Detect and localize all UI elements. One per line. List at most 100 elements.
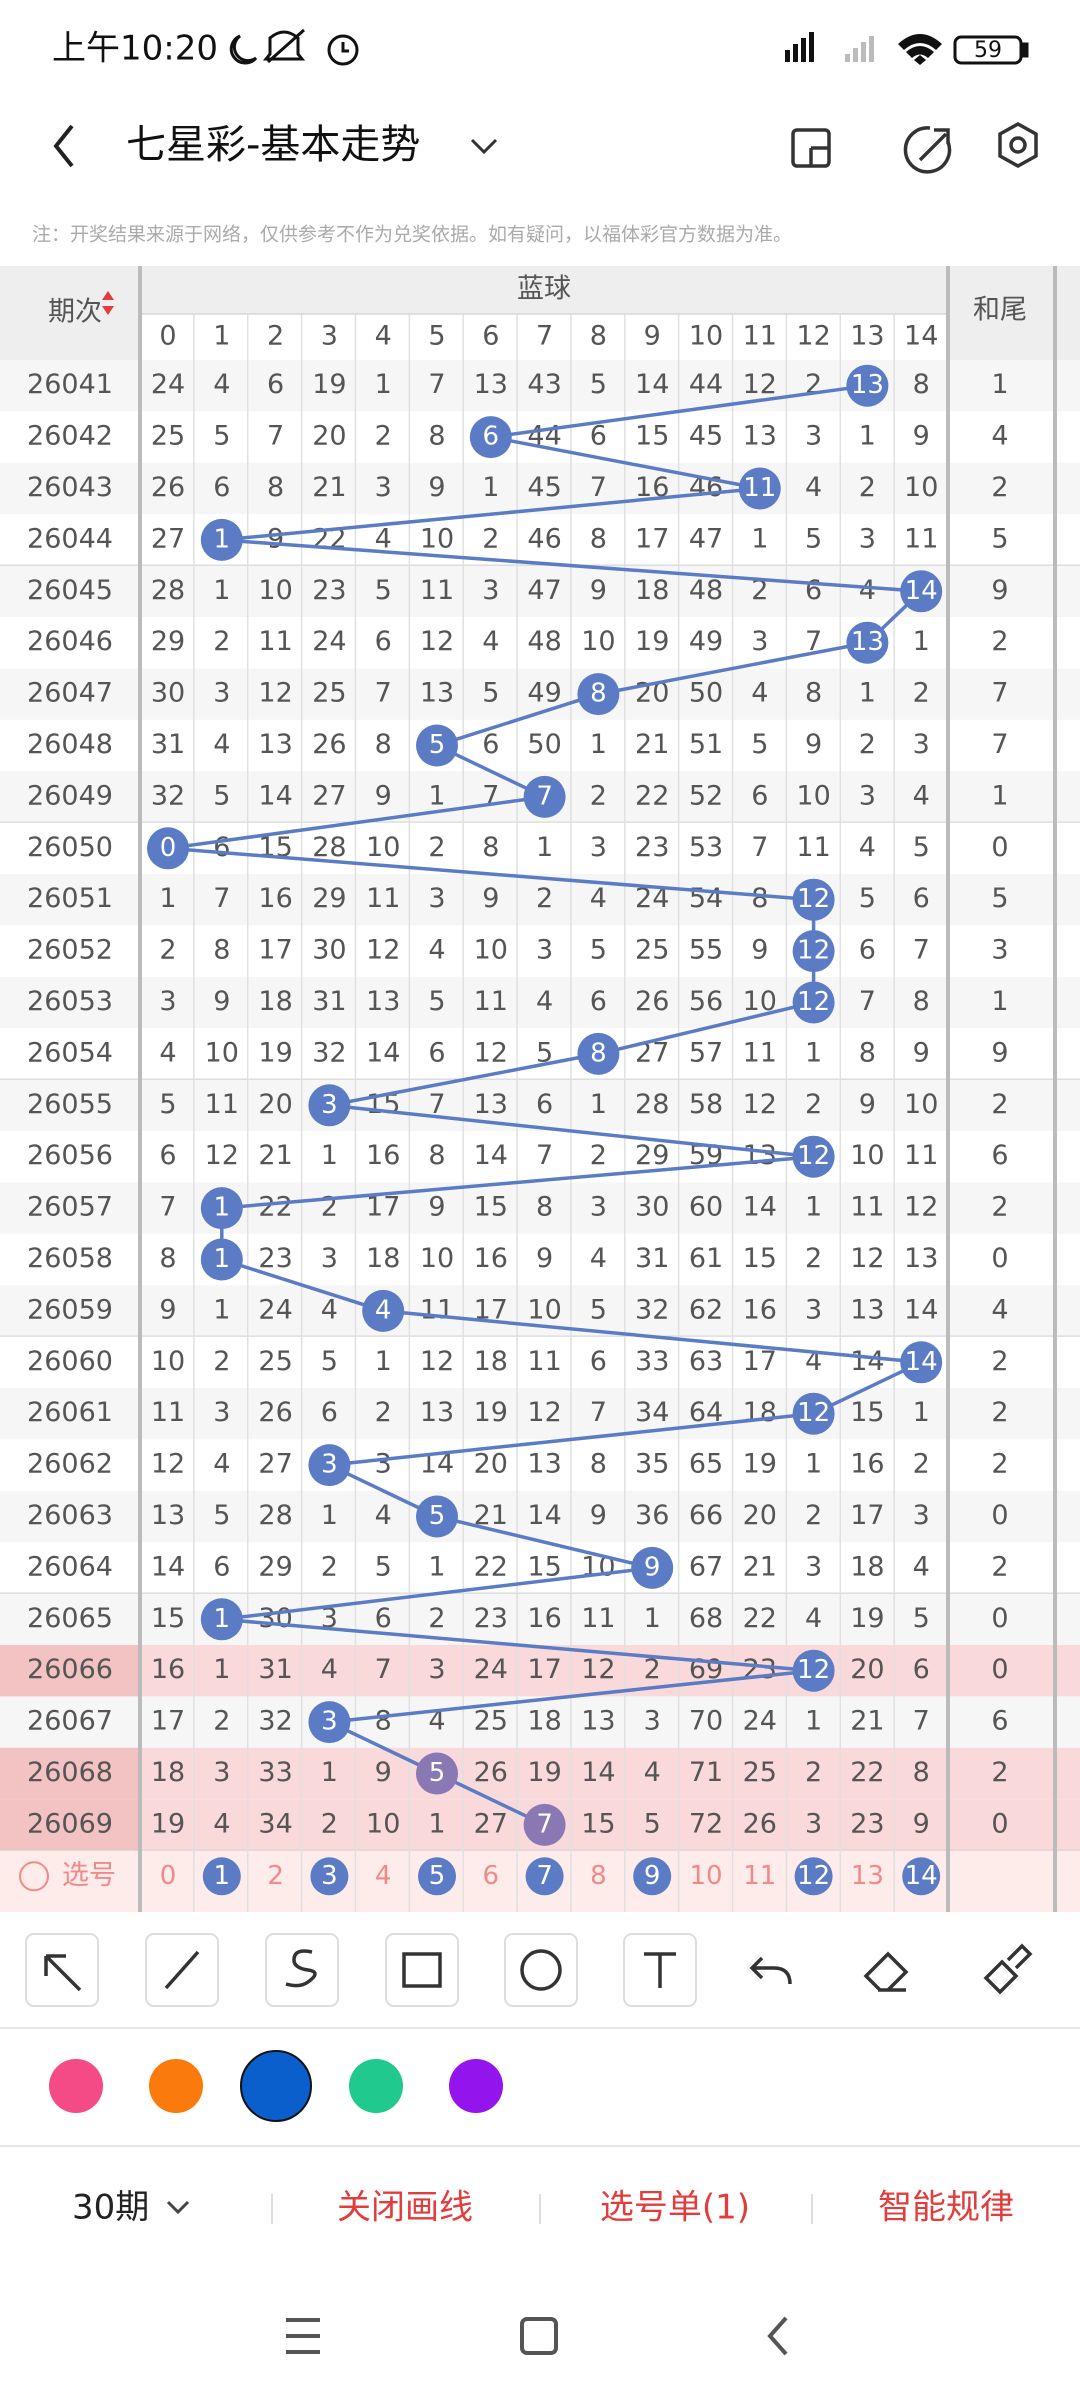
cell: 18: [635, 575, 669, 606]
select-number[interactable]: 12: [797, 1861, 830, 1891]
tail: 2: [991, 1397, 1008, 1428]
tail: 0: [991, 832, 1008, 863]
period: 26056: [27, 1140, 113, 1171]
color-swatch[interactable]: [149, 2059, 203, 2113]
hit-ball: [469, 416, 512, 459]
selected-ball: [633, 1857, 672, 1896]
select-number[interactable]: 10: [689, 1861, 722, 1891]
select-number[interactable]: 13: [851, 1861, 884, 1891]
line-tool[interactable]: [145, 1933, 219, 2007]
back-button[interactable]: [53, 124, 74, 168]
settings-button[interactable]: [998, 121, 1038, 169]
cell: 24: [743, 1706, 777, 1737]
cell: 47: [527, 575, 561, 606]
curve-tool[interactable]: [265, 1933, 339, 2007]
period-dropdown[interactable]: [166, 2200, 190, 2215]
cell: 14: [527, 1500, 561, 1531]
cell: 7: [267, 421, 284, 452]
color-swatch[interactable]: [449, 2059, 503, 2113]
select-number[interactable]: 9: [644, 1861, 661, 1891]
circle-tool[interactable]: [504, 1933, 578, 2007]
select-number[interactable]: 3: [321, 1861, 338, 1891]
cell: 18: [258, 986, 292, 1017]
cell: 10: [366, 1808, 400, 1839]
hit-ball: [200, 1238, 243, 1281]
nav-menu[interactable]: [286, 2318, 320, 2354]
cell: 1: [428, 1551, 445, 1582]
cell: 23: [474, 1603, 508, 1634]
color-swatch[interactable]: [240, 2050, 312, 2122]
cell: 30: [635, 1192, 669, 1223]
selected-ball: [525, 1857, 564, 1896]
select-number[interactable]: 6: [483, 1861, 500, 1891]
cell: 4: [805, 472, 822, 503]
select-number[interactable]: 11: [743, 1861, 776, 1891]
color-swatch[interactable]: [349, 2059, 403, 2113]
period: 26041: [27, 369, 113, 400]
arrow-tool[interactable]: [25, 1933, 99, 2007]
select-number[interactable]: 14: [905, 1861, 938, 1891]
hit-ball: [792, 1392, 835, 1435]
column-header: 4: [375, 321, 392, 352]
cell: 3: [428, 1654, 445, 1685]
cell: 6: [590, 1346, 607, 1377]
hit-number: 1: [214, 524, 231, 554]
period: 26051: [27, 883, 113, 914]
hit-ball: [308, 1444, 351, 1487]
clear-tool[interactable]: [983, 1943, 1033, 1995]
cell: 19: [743, 1449, 777, 1480]
period: 26066: [27, 1654, 113, 1685]
cell: 13: [474, 369, 508, 400]
cell: 60: [689, 1192, 723, 1223]
cell: 30: [258, 1603, 292, 1634]
cell: 18: [474, 1346, 508, 1377]
cell: 10: [205, 1037, 239, 1068]
text-tool[interactable]: [623, 1933, 697, 2007]
cell: 52: [689, 780, 723, 811]
smart-rules-button[interactable]: 智能规律: [878, 2188, 1014, 2228]
cell: 13: [743, 421, 777, 452]
ticket-button[interactable]: 选号单(1): [600, 2188, 750, 2228]
period-selector[interactable]: 30期: [72, 2188, 149, 2228]
tail: 0: [991, 1500, 1008, 1531]
undo-tool[interactable]: [749, 1956, 792, 1985]
column-header: 0: [159, 321, 176, 352]
cell: 9: [482, 883, 499, 914]
hit-number: 12: [797, 1398, 830, 1428]
select-number[interactable]: 4: [375, 1861, 392, 1891]
hit-number: 3: [321, 1450, 338, 1480]
layout-button[interactable]: [791, 128, 831, 168]
cell: 4: [321, 1294, 338, 1325]
column-header: 7: [536, 321, 553, 352]
column-header: 12: [796, 321, 830, 352]
select-number[interactable]: 2: [267, 1861, 284, 1891]
nav-back[interactable]: [767, 2316, 788, 2356]
cell: 27: [312, 780, 346, 811]
row-bg: [0, 1079, 1080, 1131]
close-lines-button[interactable]: 关闭画线: [337, 2188, 473, 2228]
color-swatch[interactable]: [49, 2059, 103, 2113]
eraser-tool[interactable]: [863, 1951, 909, 1992]
cell: 48: [527, 626, 561, 657]
cell: 3: [159, 986, 176, 1017]
select-number[interactable]: 5: [429, 1861, 446, 1891]
cell: 50: [689, 678, 723, 709]
select-number[interactable]: 8: [590, 1861, 607, 1891]
cell: 12: [474, 1037, 508, 1068]
rect-tool[interactable]: [385, 1933, 459, 2007]
cell: 2: [751, 575, 768, 606]
title-dropdown[interactable]: [470, 138, 498, 155]
cell: 10: [366, 832, 400, 863]
period: 26052: [27, 935, 113, 966]
hit-ball: [416, 1752, 458, 1795]
cell: 4: [428, 1706, 445, 1737]
cell: 25: [743, 1757, 777, 1788]
select-number[interactable]: 1: [214, 1861, 231, 1891]
select-number[interactable]: 7: [536, 1861, 553, 1891]
nav-home[interactable]: [520, 2317, 558, 2355]
share-button[interactable]: [903, 126, 952, 174]
cell: 9: [375, 780, 392, 811]
select-number[interactable]: 0: [160, 1861, 177, 1891]
cell: 3: [805, 1808, 822, 1839]
